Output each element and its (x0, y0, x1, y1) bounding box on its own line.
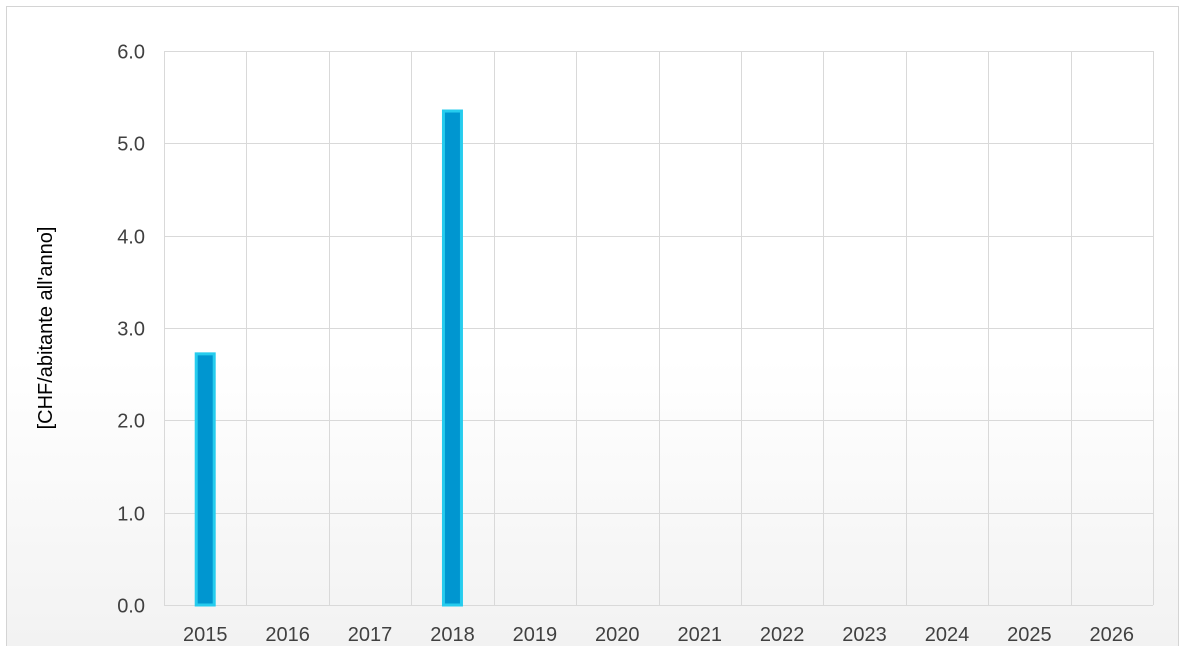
bar-2018 (441, 109, 463, 607)
y-tick-label: 0.0 (117, 596, 145, 618)
x-tick-label: 2015 (183, 624, 228, 646)
x-tick-label: 2023 (842, 624, 887, 646)
x-tick-label: 2024 (925, 624, 970, 646)
x-tick-labels: 2015 2016 2017 2018 2019 2020 2021 2022 2023 2024… (183, 624, 1134, 646)
bars (194, 109, 463, 607)
y-tick-labels: 0.0 1.0 2.0 3.0 4.0 5.0 6.0 (117, 42, 145, 618)
y-tick-label: 4.0 (117, 227, 145, 249)
grid-lines (164, 51, 1154, 606)
x-tick-label: 2019 (513, 624, 558, 646)
x-tick-label: 2021 (677, 624, 722, 646)
y-tick-label: 6.0 (117, 42, 145, 64)
x-tick-label: 2018 (430, 624, 475, 646)
x-tick-label: 2025 (1007, 624, 1052, 646)
x-tick-label: 2026 (1090, 624, 1135, 646)
y-tick-label: 5.0 (117, 134, 145, 156)
x-tick-label: 2017 (348, 624, 393, 646)
y-axis-label: [CHF/abitante all'anno] (35, 227, 57, 430)
x-tick-label: 2020 (595, 624, 640, 646)
y-tick-label: 3.0 (117, 319, 145, 341)
x-tick-label: 2016 (265, 624, 310, 646)
x-tick-label: 2022 (760, 624, 805, 646)
y-tick-label: 2.0 (117, 411, 145, 433)
bar-2015 (194, 352, 216, 607)
y-tick-label: 1.0 (117, 504, 145, 526)
